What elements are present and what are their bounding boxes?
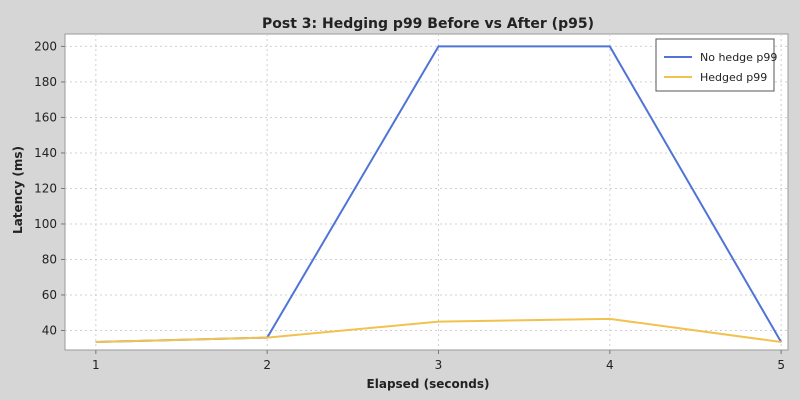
legend-box [655, 38, 775, 92]
x-tick-label: 2 [263, 358, 271, 372]
x-tick-label: 1 [92, 358, 100, 372]
x-axis-label: Elapsed (seconds) [367, 377, 490, 391]
y-tick-label: 60 [42, 288, 57, 302]
y-tick-label: 120 [34, 181, 57, 195]
series-lines [95, 45, 782, 343]
data-point-no-hedge [609, 45, 611, 47]
y-axis-label: Latency (ms) [11, 146, 25, 234]
data-point-hedged [780, 341, 782, 343]
data-point-hedged [95, 341, 97, 343]
data-point-hedged [266, 337, 268, 339]
legend: No hedge p99 Hedged p99 [655, 38, 777, 92]
y-tick-label: 40 [42, 323, 57, 337]
x-tick-label: 4 [606, 358, 614, 372]
axes: 1 2 3 4 5 40 60 80 100 120 140 160 180 200 [34, 39, 785, 372]
y-tick-label: 180 [34, 75, 57, 89]
x-tick-label: 5 [777, 358, 785, 372]
y-tick-label: 200 [34, 39, 57, 53]
data-point-hedged [609, 318, 611, 320]
y-tick-label: 80 [42, 252, 57, 266]
legend-entry-no-hedge: No hedge p99 [700, 51, 777, 64]
x-tick-label: 3 [435, 358, 443, 372]
data-point-hedged [437, 321, 439, 323]
legend-entry-hedged: Hedged p99 [700, 71, 767, 84]
chart-title: Post 3: Hedging p99 Before vs After (p95… [262, 16, 594, 32]
y-tick-label: 160 [34, 110, 57, 124]
grid [65, 34, 788, 350]
data-point-no-hedge [437, 45, 439, 47]
y-tick-label: 100 [34, 217, 57, 231]
y-tick-label: 140 [34, 146, 57, 160]
